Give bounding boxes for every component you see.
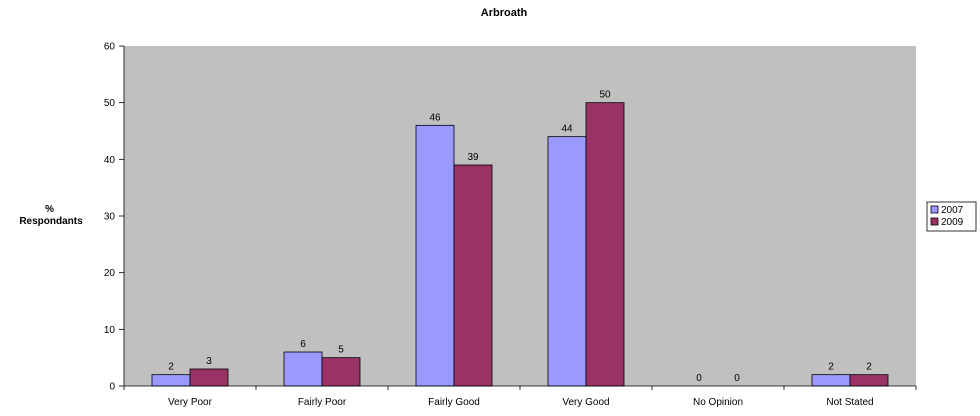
data-label-2007-2: 46 [429, 112, 441, 123]
bar-2009-2 [453, 164, 493, 387]
plot-area [124, 46, 916, 386]
legend-label-2007: 2007 [941, 205, 964, 216]
y-axis-label: % Respondants [19, 204, 83, 227]
data-label-2009-3: 50 [599, 90, 611, 101]
y-axis-label-line-2: Respondants [19, 216, 83, 227]
bar-2009-0 [189, 368, 229, 387]
data-label-2009-1: 5 [338, 345, 344, 356]
data-label-2009-0: 3 [206, 356, 212, 367]
x-tick-label-2: Fairly Good [428, 397, 480, 408]
bar-2007-1 [283, 351, 323, 387]
chart-title: Arbroath [481, 7, 528, 19]
x-tick-label-4: No Opinion [693, 397, 743, 408]
y-tick-label-4: 40 [104, 155, 116, 166]
data-label-2007-3: 44 [561, 124, 573, 135]
y-tick-label-2: 20 [104, 268, 116, 279]
x-tick-label-0: Very Poor [168, 397, 213, 408]
bars [151, 102, 889, 387]
x-tick-label-1: Fairly Poor [298, 397, 347, 408]
data-label-2007-0: 2 [168, 362, 174, 373]
data-label-2009-5: 2 [866, 362, 872, 373]
data-label-2009-2: 39 [467, 152, 479, 163]
data-label-2007-4: 0 [696, 373, 702, 384]
data-label-2009-4: 0 [734, 373, 740, 384]
legend-swatch-2007 [930, 205, 939, 214]
y-tick-label-5: 50 [104, 98, 116, 109]
data-label-2007-5: 2 [828, 362, 834, 373]
bar-2007-3 [547, 136, 587, 387]
y-tick-label-3: 30 [104, 212, 116, 223]
legend-swatch-2009 [930, 217, 939, 226]
x-tick-label-5: Not Stated [826, 397, 873, 408]
y-axis-label-line-1: % [45, 204, 54, 215]
data-label-2007-1: 6 [300, 339, 306, 350]
bar-2007-5 [811, 374, 851, 387]
x-tick-label-3: Very Good [562, 397, 609, 408]
bar-2009-3 [585, 102, 625, 387]
y-tick-label-6: 60 [104, 42, 116, 53]
y-tick-label-1: 10 [104, 325, 116, 336]
bar-2007-2 [415, 124, 455, 387]
bar-2009-1 [321, 357, 361, 387]
legend-label-2009: 2009 [941, 217, 964, 228]
x-categories: Very Poor Fairly Poor Fairly Good Very Good… [168, 397, 874, 408]
bar-2009-5 [849, 374, 889, 387]
y-tick-label-0: 0 [109, 382, 115, 393]
data-labels: 2 3 6 5 46 39 44 50 0 0 2 2 [168, 90, 872, 384]
bar-2007-0 [151, 374, 191, 387]
y-ticks: 0 10 20 30 40 50 60 [104, 42, 124, 393]
